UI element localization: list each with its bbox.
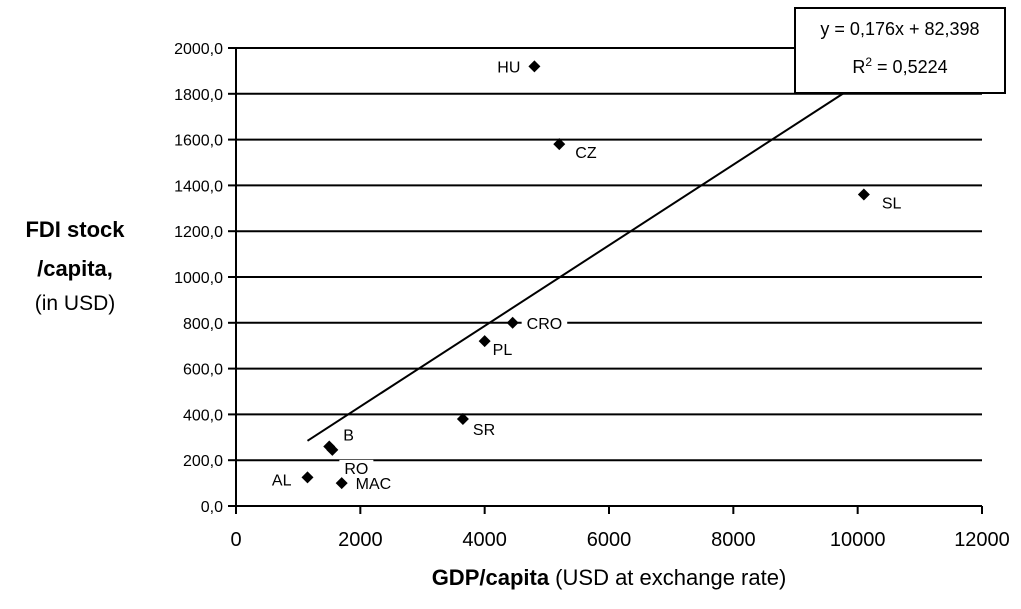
data-label-bg (339, 459, 374, 479)
y-axis-label-line2: /capita, (37, 256, 113, 281)
data-point-mac (335, 477, 348, 490)
x-axis-label-bold: GDP/capita (431, 565, 550, 590)
data-label-sl: SL (882, 196, 902, 213)
r-squared-exponent: 2 (865, 55, 873, 69)
data-point-sl (857, 188, 870, 201)
y-tick-label: 1400,0 (174, 178, 223, 195)
data-label-b: B (343, 427, 354, 444)
x-axis-label: GDP/capita (USD at exchange rate) (236, 565, 982, 591)
data-label-ro: RO (344, 461, 368, 478)
x-axis-label-rest: (USD at exchange rate) (549, 565, 787, 590)
y-axis-label-line3: (in USD) (34, 292, 116, 315)
data-label-pl: PL (493, 342, 513, 359)
r-squared: R2 = 0,5224 (796, 55, 1004, 78)
data-label-al: AL (272, 472, 292, 489)
x-tick-label: 0 (230, 529, 241, 551)
data-label-hu: HU (497, 59, 520, 76)
y-tick-label: 200,0 (183, 453, 223, 470)
x-tick-label: 2000 (338, 529, 383, 551)
x-tick-label: 6000 (587, 529, 632, 551)
data-point-cro (506, 316, 519, 329)
y-tick-label: 2000,0 (174, 41, 223, 58)
y-tick-label: 1200,0 (174, 224, 223, 241)
gridlines (236, 47, 982, 462)
trendline-equation: y = 0,176x + 82,398 (820, 19, 980, 39)
data-label-bg (492, 58, 526, 78)
data-points: HU CZ SL CRO PL SR B RO AL MAC (272, 58, 902, 493)
x-tick-label: 12000 (954, 529, 1010, 551)
data-label-cz: CZ (575, 145, 597, 162)
y-tick-label: 0,0 (201, 499, 223, 516)
r-squared-prefix: R (852, 57, 866, 77)
trendline-equation-box: y = 0,176x + 82,398 R2 = 0,5224 (794, 7, 1006, 94)
tick-labels: 0,0 200,0 400,0 600,0 800,0 1000,0 1200,0 1400,… (174, 41, 1010, 551)
data-label-bg (521, 314, 568, 334)
data-point-cz (553, 138, 566, 151)
data-point-pl (478, 335, 491, 348)
y-tick-label: 400,0 (183, 407, 223, 424)
data-point-hu (528, 60, 541, 73)
y-tick-label: 600,0 (183, 362, 223, 379)
data-label-cro: CRO (527, 316, 563, 333)
y-tick-label: 1800,0 (174, 87, 223, 104)
x-tick-label: 10000 (830, 529, 886, 551)
trendline (306, 55, 902, 442)
data-label-mac: MAC (356, 476, 392, 493)
data-point-ro (326, 443, 339, 456)
y-tick-label: 1000,0 (174, 270, 223, 287)
y-tick-label: 1600,0 (174, 133, 223, 150)
y-axis-label-line1: FDI stock (25, 217, 125, 242)
r-squared-value: = 0,5224 (872, 57, 948, 77)
data-point-al (301, 471, 314, 484)
axes (228, 47, 983, 514)
y-tick-label: 800,0 (183, 316, 223, 333)
x-tick-label: 4000 (462, 529, 507, 551)
data-label-sr: SR (473, 422, 495, 439)
trendline-group (306, 55, 902, 442)
x-tick-label: 8000 (711, 529, 756, 551)
data-point-sr (456, 412, 469, 425)
